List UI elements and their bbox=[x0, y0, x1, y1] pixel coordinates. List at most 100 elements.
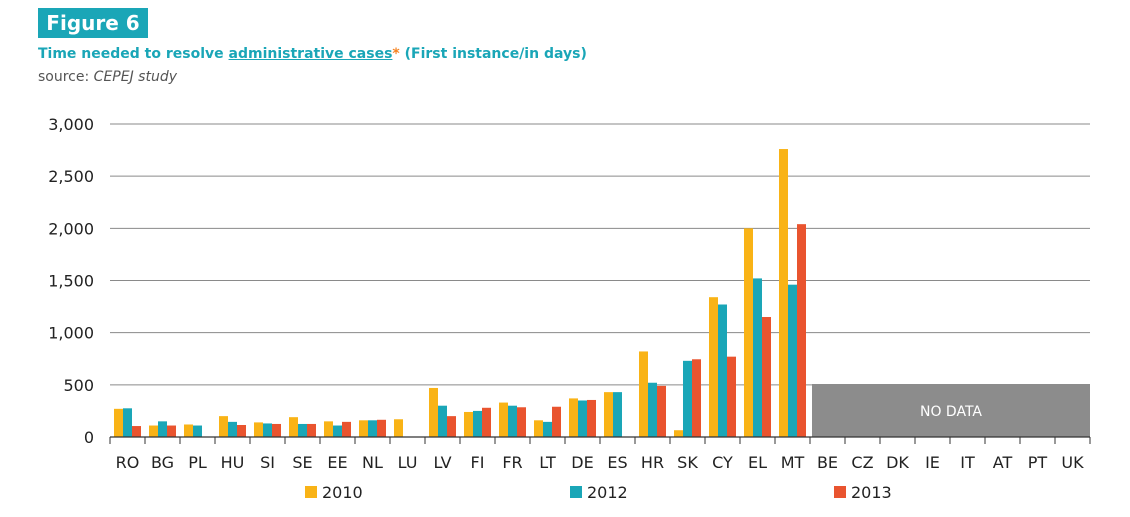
bar-2010-LV bbox=[429, 387, 438, 437]
x-tick-label: MT bbox=[781, 453, 805, 472]
title-prefix: Time needed to resolve bbox=[38, 46, 229, 62]
x-tick-label: SI bbox=[260, 453, 275, 472]
no-data-region: NO DATA bbox=[812, 384, 1090, 437]
bar-2010-EE bbox=[324, 421, 333, 437]
x-tick-label: CZ bbox=[851, 453, 873, 472]
bar-2012-NL bbox=[368, 420, 377, 437]
bar-2010-RO bbox=[114, 408, 123, 437]
source-label: source: bbox=[38, 69, 94, 85]
bar-2010-PL bbox=[184, 424, 193, 437]
bar-2012-BG bbox=[158, 421, 167, 437]
x-tick-label: LT bbox=[539, 453, 556, 472]
bar-2013-NL bbox=[377, 419, 386, 437]
bar-2010-ES bbox=[604, 392, 613, 437]
x-tick-label: FR bbox=[502, 453, 522, 472]
bar-2013-SK bbox=[692, 359, 701, 437]
x-tick-label: SK bbox=[677, 453, 698, 472]
source-value: CEPEJ study bbox=[93, 69, 177, 85]
legend: 2010 2012 2013 bbox=[305, 483, 892, 502]
bar-2010-BG bbox=[149, 425, 158, 437]
x-tick-label: RO bbox=[116, 453, 140, 472]
bar-2012-ES bbox=[613, 392, 622, 437]
axes: 0 500 1,000 1,500 2,000 2,500 3,000 RO BG PL HU SI S… bbox=[48, 115, 1091, 472]
bar-2013-CY bbox=[727, 356, 736, 437]
x-tick-label: FI bbox=[471, 453, 485, 472]
bar-2010-NL bbox=[359, 420, 368, 437]
bar-2012-FR bbox=[508, 405, 517, 437]
bar-2010-LU bbox=[394, 419, 403, 437]
bar-2010-HU bbox=[219, 416, 228, 437]
bar-2012-HR bbox=[648, 382, 657, 437]
title-suffix: (First instance/in days) bbox=[399, 46, 587, 62]
x-tick-label: LU bbox=[398, 453, 418, 472]
y-tick-label: 0 bbox=[84, 428, 94, 447]
bar-2012-CY bbox=[718, 304, 727, 437]
title-asterisk: * bbox=[392, 46, 400, 62]
legend-label-2012: 2012 bbox=[587, 483, 628, 502]
bar-2010-DE bbox=[569, 398, 578, 437]
bar-2013-LT bbox=[552, 406, 561, 437]
x-tick-label: PT bbox=[1028, 453, 1048, 472]
bar-2013-FI bbox=[482, 407, 491, 437]
bar-2013-MT bbox=[797, 224, 806, 437]
legend-label-2010: 2010 bbox=[322, 483, 363, 502]
x-tick-label: AT bbox=[993, 453, 1013, 472]
legend-label-2013: 2013 bbox=[851, 483, 892, 502]
bar-2013-SI bbox=[272, 423, 281, 437]
bar-2013-DE bbox=[587, 399, 596, 437]
x-tick-label: LV bbox=[433, 453, 451, 472]
y-tick-label: 500 bbox=[63, 376, 94, 395]
x-tick-label: PL bbox=[188, 453, 207, 472]
chart-title: Time needed to resolve administrative ca… bbox=[38, 46, 587, 62]
x-tick-label: SE bbox=[292, 453, 312, 472]
x-tick-label: EE bbox=[327, 453, 347, 472]
bar-2012-MT bbox=[788, 284, 797, 437]
bar-2013-EL bbox=[762, 317, 771, 437]
bar-2012-EE bbox=[333, 425, 342, 437]
bar-2012-DE bbox=[578, 400, 587, 437]
bar-2010-CY bbox=[709, 297, 718, 437]
x-tick-label: DK bbox=[886, 453, 909, 472]
bar-2010-HR bbox=[639, 351, 648, 437]
bar-2012-SI bbox=[263, 423, 272, 437]
bar-2012-HU bbox=[228, 421, 237, 437]
bar-2010-FR bbox=[499, 402, 508, 437]
x-tick-label: BE bbox=[817, 453, 838, 472]
bars bbox=[114, 149, 806, 438]
bar-2013-FR bbox=[517, 407, 526, 437]
x-tick-label: UK bbox=[1061, 453, 1084, 472]
x-tick-label: BG bbox=[151, 453, 174, 472]
bar-2012-FI bbox=[473, 410, 482, 437]
legend-swatch-2013 bbox=[834, 486, 846, 498]
bar-2013-HR bbox=[657, 385, 666, 437]
bar-2013-EE bbox=[342, 421, 351, 437]
bar-2013-HU bbox=[237, 425, 246, 437]
x-tick-label: DE bbox=[571, 453, 593, 472]
x-tick-label: HR bbox=[641, 453, 664, 472]
x-tick-label: IT bbox=[960, 453, 975, 472]
bar-2012-LV bbox=[438, 405, 447, 437]
y-tick-label: 2,500 bbox=[48, 167, 94, 186]
bar-2012-EL bbox=[753, 278, 762, 437]
bar-2010-MT bbox=[779, 149, 788, 438]
legend-swatch-2010 bbox=[305, 486, 317, 498]
bar-2010-SI bbox=[254, 422, 263, 437]
bar-2012-LT bbox=[543, 421, 552, 437]
bar-2013-LV bbox=[447, 416, 456, 437]
chart-source: source: CEPEJ study bbox=[38, 69, 177, 85]
bar-2012-RO bbox=[123, 408, 132, 437]
x-tick-label: HU bbox=[221, 453, 245, 472]
y-tick-label: 1,500 bbox=[48, 272, 94, 291]
x-tick-label: ES bbox=[607, 453, 627, 472]
bar-2013-RO bbox=[132, 426, 141, 437]
x-tick-label: IE bbox=[925, 453, 940, 472]
bar-2010-LT bbox=[534, 420, 543, 437]
bar-2010-SE bbox=[289, 417, 298, 437]
grid-lines bbox=[110, 123, 1090, 386]
legend-swatch-2012 bbox=[570, 486, 582, 498]
bar-2010-EL bbox=[744, 228, 753, 437]
y-tick-label: 2,000 bbox=[48, 219, 94, 238]
x-tick-label: EL bbox=[748, 453, 767, 472]
title-link[interactable]: administrative cases bbox=[228, 46, 393, 62]
